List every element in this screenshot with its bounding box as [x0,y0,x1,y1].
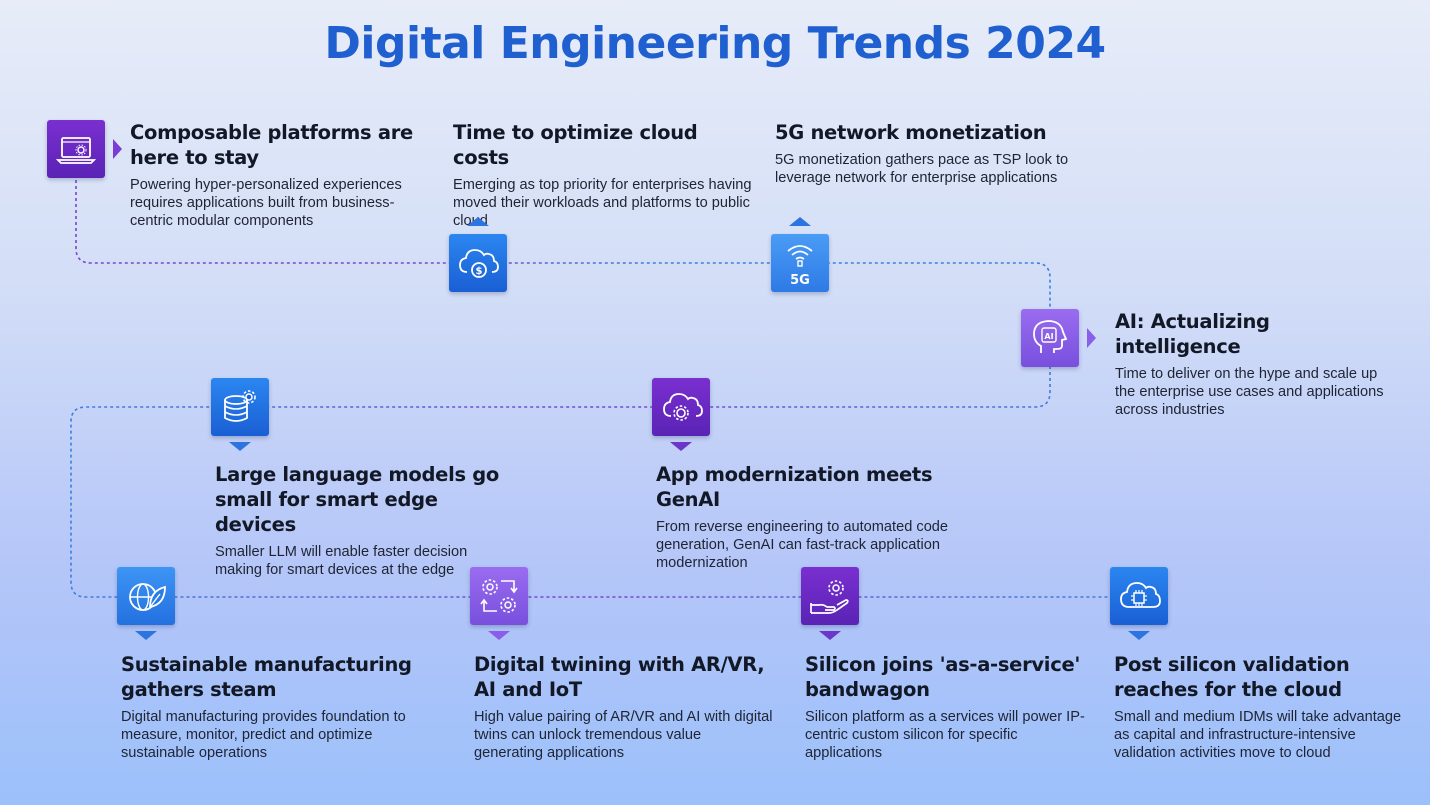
pointer-right [113,139,122,159]
cloud-chip-icon [1120,582,1161,608]
trend-silicon-service-icon-box [801,567,859,625]
trend-body: Powering hyper-personalized experiences … [130,177,402,229]
page-title: Digital Engineering Trends 2024 [324,18,1106,69]
pointer-down [819,631,841,640]
trend-body: From reverse engineering to automated co… [656,519,949,571]
pointer-down [135,631,157,640]
trend-composable-icon-box [47,120,105,178]
5g-label: 5G [790,273,810,288]
trend-5g-icon-box: 5G [771,234,829,292]
trend-heading: 5G network monetization [775,121,1047,144]
trend-llm-icon-box [211,378,269,436]
trend-heading: App modernization meets GenAI [656,463,933,511]
trend-body: Silicon platform as a services will powe… [805,709,1085,761]
trend-app-modernization: App modernization meets GenAI From rever… [656,462,986,572]
trend-body: Small and medium IDMs will take advantag… [1114,709,1402,761]
trend-post-silicon-validation: Post silicon validation reaches for the … [1114,652,1404,762]
trend-ai: AI: Actualizing intelligence Time to del… [1115,309,1385,419]
trend-heading: Large language models go small for smart… [215,463,500,536]
trend-heading: Digital twining with AR/VR, AI and IoT [474,653,765,701]
trend-body: Smaller LLM will enable faster decision … [215,544,468,578]
laptop-gear-icon [55,137,97,164]
trend-body: Time to deliver on the hype and scale up… [1115,366,1384,418]
trend-body: High value pairing of AR/VR and AI with … [474,709,773,761]
cloud-dollar-icon: $ [459,249,499,278]
trend-body: Emerging as top priority for enterprises… [453,177,752,229]
hand-gear-icon [810,580,849,614]
trend-post-silicon-icon-box [1110,567,1168,625]
trend-heading: Sustainable manufacturing gathers steam [121,653,412,701]
trend-llm: Large language models go small for smart… [215,462,515,579]
globe-leaf-icon [129,583,166,611]
database-gear-icon [224,390,256,422]
trend-composable: Composable platforms are here to stay Po… [130,120,430,230]
trend-body: Digital manufacturing provides foundatio… [121,709,406,761]
pointer-up [467,217,489,226]
trend-silicon-as-a-service: Silicon joins 'as-a-service' bandwagon S… [805,652,1095,762]
ai-head-icon: AI [1033,320,1068,353]
cloud-gear-icon [663,393,703,421]
trend-app-modernization-icon-box [652,378,710,436]
trend-sustainable-icon-box [117,567,175,625]
trend-heading: Silicon joins 'as-a-service' bandwagon [805,653,1081,701]
trend-ai-icon-box: AI [1021,309,1079,367]
pointer-up [789,217,811,226]
trend-cloud-costs: Time to optimize cloud costs Emerging as… [453,120,753,230]
5g-signal-icon: 5G [787,245,813,288]
trend-5g: 5G network monetization 5G monetization … [775,120,1095,187]
trend-digital-twin-icon-box [470,567,528,625]
trend-heading: Time to optimize cloud costs [453,121,698,169]
trend-sustainable-manufacturing: Sustainable manufacturing gathers steam … [121,652,421,762]
trend-cloud-costs-icon-box: $ [449,234,507,292]
trend-heading: Post silicon validation reaches for the … [1114,653,1350,701]
ai-label: AI [1044,332,1053,341]
twin-gears-icon [480,579,518,613]
svg-text:$: $ [476,266,483,277]
pointer-down [229,442,251,451]
pointer-down [488,631,510,640]
pointer-down [670,442,692,451]
trend-heading: Composable platforms are here to stay [130,121,413,169]
trend-heading: AI: Actualizing intelligence [1115,310,1270,358]
pointer-down [1128,631,1150,640]
trend-body: 5G monetization gathers pace as TSP look… [775,152,1069,186]
trend-digital-twining: Digital twining with AR/VR, AI and IoT H… [474,652,774,762]
pointer-right [1087,328,1096,348]
